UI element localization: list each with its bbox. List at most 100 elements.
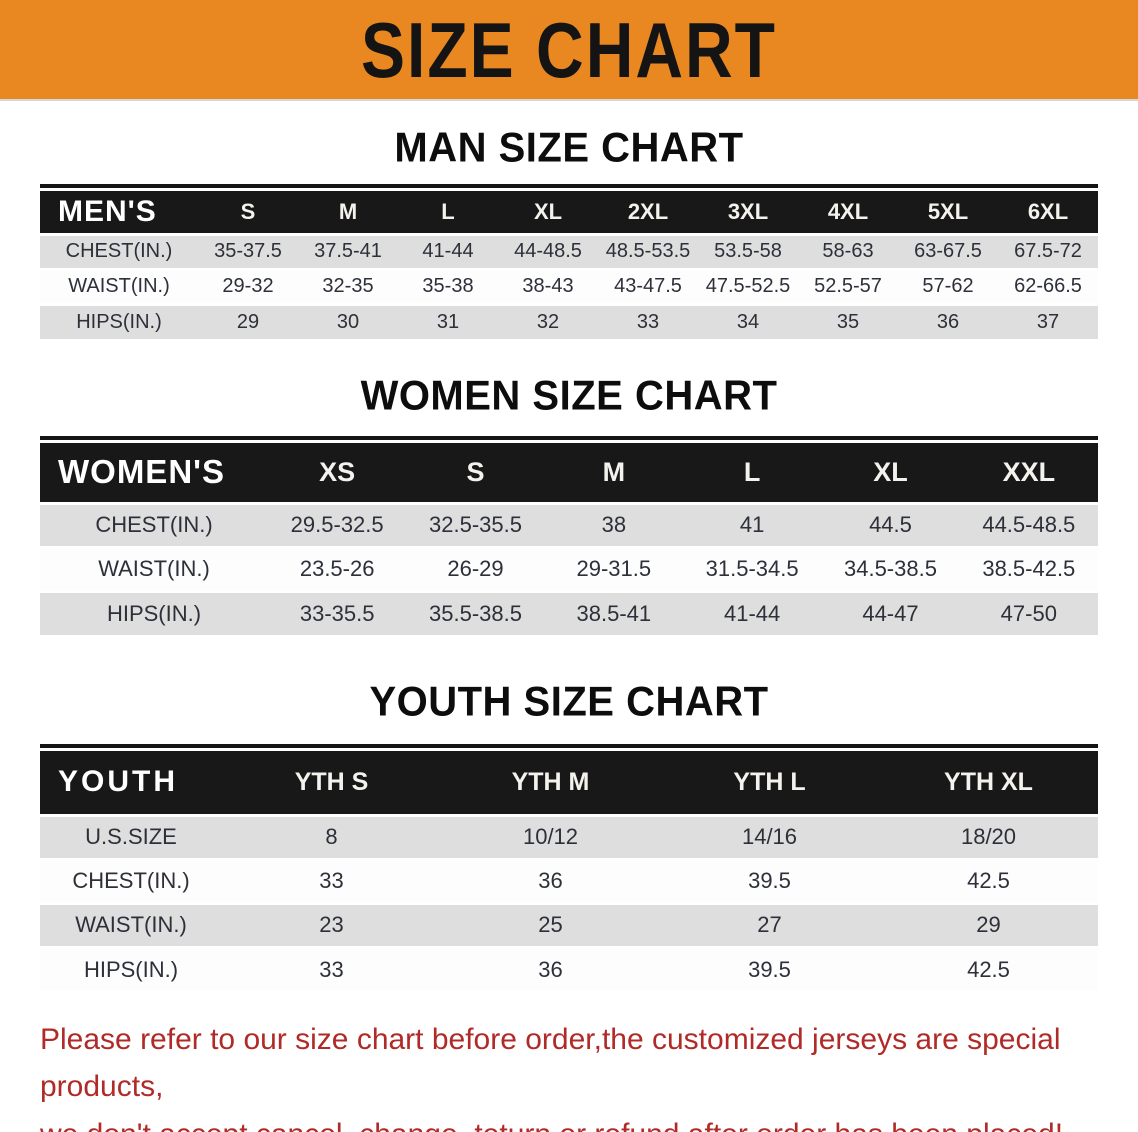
size-value-cell: 48.5-53.5 [605,240,691,262]
table-top-rule [40,184,1098,188]
size-header-row: WOMEN'S XS S M L XL XXL [40,443,1098,503]
women-section-title: WOMEN SIZE CHART [360,372,778,420]
size-value-cell: 53.5-58 [714,240,782,262]
row-label: HIPS(IN.) [106,600,202,626]
row-label: U.S.SIZE [85,824,177,849]
size-value-cell: 14/16 [741,824,798,849]
size-column-header: M [298,191,398,234]
size-column-header: S [198,191,298,234]
size-value-cell: 41-44 [724,600,781,626]
size-value-cell: 8 [325,824,338,849]
youth-size-table-wrap: YOUTH YTH S YTH M YTH L YTH XL U.S.SIZE 8 10/12… [40,744,1098,991]
size-value-cell: 25 [538,912,563,937]
table-group-label: YOUTH [40,751,222,815]
size-column-header: 2XL [598,191,698,234]
size-value-cell: 47-50 [1000,600,1057,626]
size-value-cell: 44.5 [869,512,912,537]
row-label: WAIST(IN.) [75,912,187,937]
size-column-header: XL [498,191,598,234]
size-value-cell: 34.5-38.5 [843,556,937,581]
banner-title: SIZE CHART [361,5,777,94]
size-value-cell: 63-67.5 [914,240,982,262]
size-value-cell: 39.5 [748,868,791,893]
size-value-cell: 29 [976,912,1001,937]
row-label: WAIST(IN.) [68,275,170,297]
size-value-cell: 33 [319,868,344,893]
row-label: CHEST(IN.) [65,240,173,262]
size-column-header: 4XL [798,191,898,234]
size-value-cell: 39.5 [748,956,791,982]
size-value-cell: 35-38 [422,275,474,297]
measurement-row: HIPS(IN.) 33 36 39.5 42.5 [40,947,1098,991]
size-column-header: 3XL [698,191,798,234]
size-column-header: L [398,191,498,234]
size-value-cell: 42.5 [967,956,1010,982]
row-label: HIPS(IN.) [76,310,162,333]
men-size-table-wrap: MEN'S S M L XL 2XL 3XL 4XL 5XL 6XL CHEST(IN.) 35-37… [40,184,1098,339]
disclaimer-line-2: we don't accept cancel, change, teturn o… [40,1118,1063,1132]
order-disclaimer: Please refer to our size chart before or… [40,1016,1100,1132]
size-value-cell: 18/20 [960,824,1017,849]
size-column-header: YTH XL [879,751,1098,815]
size-value-cell: 23.5-26 [299,556,375,581]
size-value-cell: 44-48.5 [514,240,582,262]
size-value-cell: 42.5 [967,868,1010,893]
row-label: CHEST(IN.) [72,868,190,893]
size-value-cell: 35.5-38.5 [429,600,522,626]
size-value-cell: 26-29 [447,556,504,581]
size-value-cell: 29-31.5 [576,556,652,581]
size-header-row: MEN'S S M L XL 2XL 3XL 4XL 5XL 6XL [40,191,1098,234]
size-value-cell: 36 [538,956,563,982]
size-column-header: 6XL [998,191,1098,234]
size-value-cell: 29-32 [222,275,274,297]
table-top-rule [40,436,1098,440]
size-column-header: XS [268,443,407,503]
measurement-row: HIPS(IN.) 33-35.5 35.5-38.5 38.5-41 41-44 44-… [40,591,1098,635]
disclaimer-line-1: Please refer to our size chart before or… [40,1023,1061,1104]
size-value-cell: 10/12 [522,824,579,849]
size-value-cell: 58-63 [822,240,874,262]
size-value-cell: 37 [1036,310,1060,333]
size-value-cell: 31 [436,310,460,333]
measurement-row: HIPS(IN.) 29 30 31 32 33 34 35 36 37 [40,304,1098,339]
size-value-cell: 41-44 [422,240,474,262]
measurement-row: WAIST(IN.) 23 25 27 29 [40,903,1098,947]
size-column-header: XL [821,443,960,503]
size-value-cell: 33 [319,956,344,982]
size-value-cell: 52.5-57 [814,275,882,297]
size-value-cell: 30 [336,310,360,333]
size-column-header: YTH L [660,751,879,815]
women-size-table: WOMEN'S XS S M L XL XXL CHEST(IN.) 29.5-32.5 32.5… [40,443,1098,635]
size-value-cell: 67.5-72 [1014,240,1082,262]
size-column-header: XXL [959,443,1098,503]
size-column-header: M [544,443,683,503]
size-value-cell: 44.5-48.5 [982,512,1076,537]
size-value-cell: 32-35 [322,275,374,297]
women-size-table-wrap: WOMEN'S XS S M L XL XXL CHEST(IN.) 29.5-32.5 32.5… [40,436,1098,635]
measurement-row: CHEST(IN.) 29.5-32.5 32.5-35.5 38 41 44.5 44.5… [40,503,1098,547]
size-value-cell: 38-43 [522,275,574,297]
size-column-header: 5XL [898,191,998,234]
banner: SIZE CHART [0,0,1138,101]
size-header-row: YOUTH YTH S YTH M YTH L YTH XL [40,751,1098,815]
measurement-row: U.S.SIZE 8 10/12 14/16 18/20 [40,815,1098,859]
size-value-cell: 36 [936,310,960,333]
size-value-cell: 41 [739,512,765,537]
size-value-cell: 43-47.5 [614,275,682,297]
size-value-cell: 38.5-41 [576,600,652,626]
size-value-cell: 37.5-41 [314,240,382,262]
youth-size-table: YOUTH YTH S YTH M YTH L YTH XL U.S.SIZE 8 10/12… [40,751,1098,991]
size-value-cell: 38.5-42.5 [982,556,1076,581]
size-column-header: YTH S [222,751,441,815]
size-value-cell: 32.5-35.5 [429,512,522,537]
size-column-header: L [682,443,822,503]
size-value-cell: 35 [836,310,860,333]
table-group-label: WOMEN'S [40,443,268,503]
size-value-cell: 27 [757,912,782,937]
size-value-cell: 23 [319,912,344,937]
size-value-cell: 62-66.5 [1014,275,1082,297]
size-column-header: S [406,443,545,503]
size-value-cell: 44-47 [862,600,919,626]
size-column-header: YTH M [441,751,660,815]
